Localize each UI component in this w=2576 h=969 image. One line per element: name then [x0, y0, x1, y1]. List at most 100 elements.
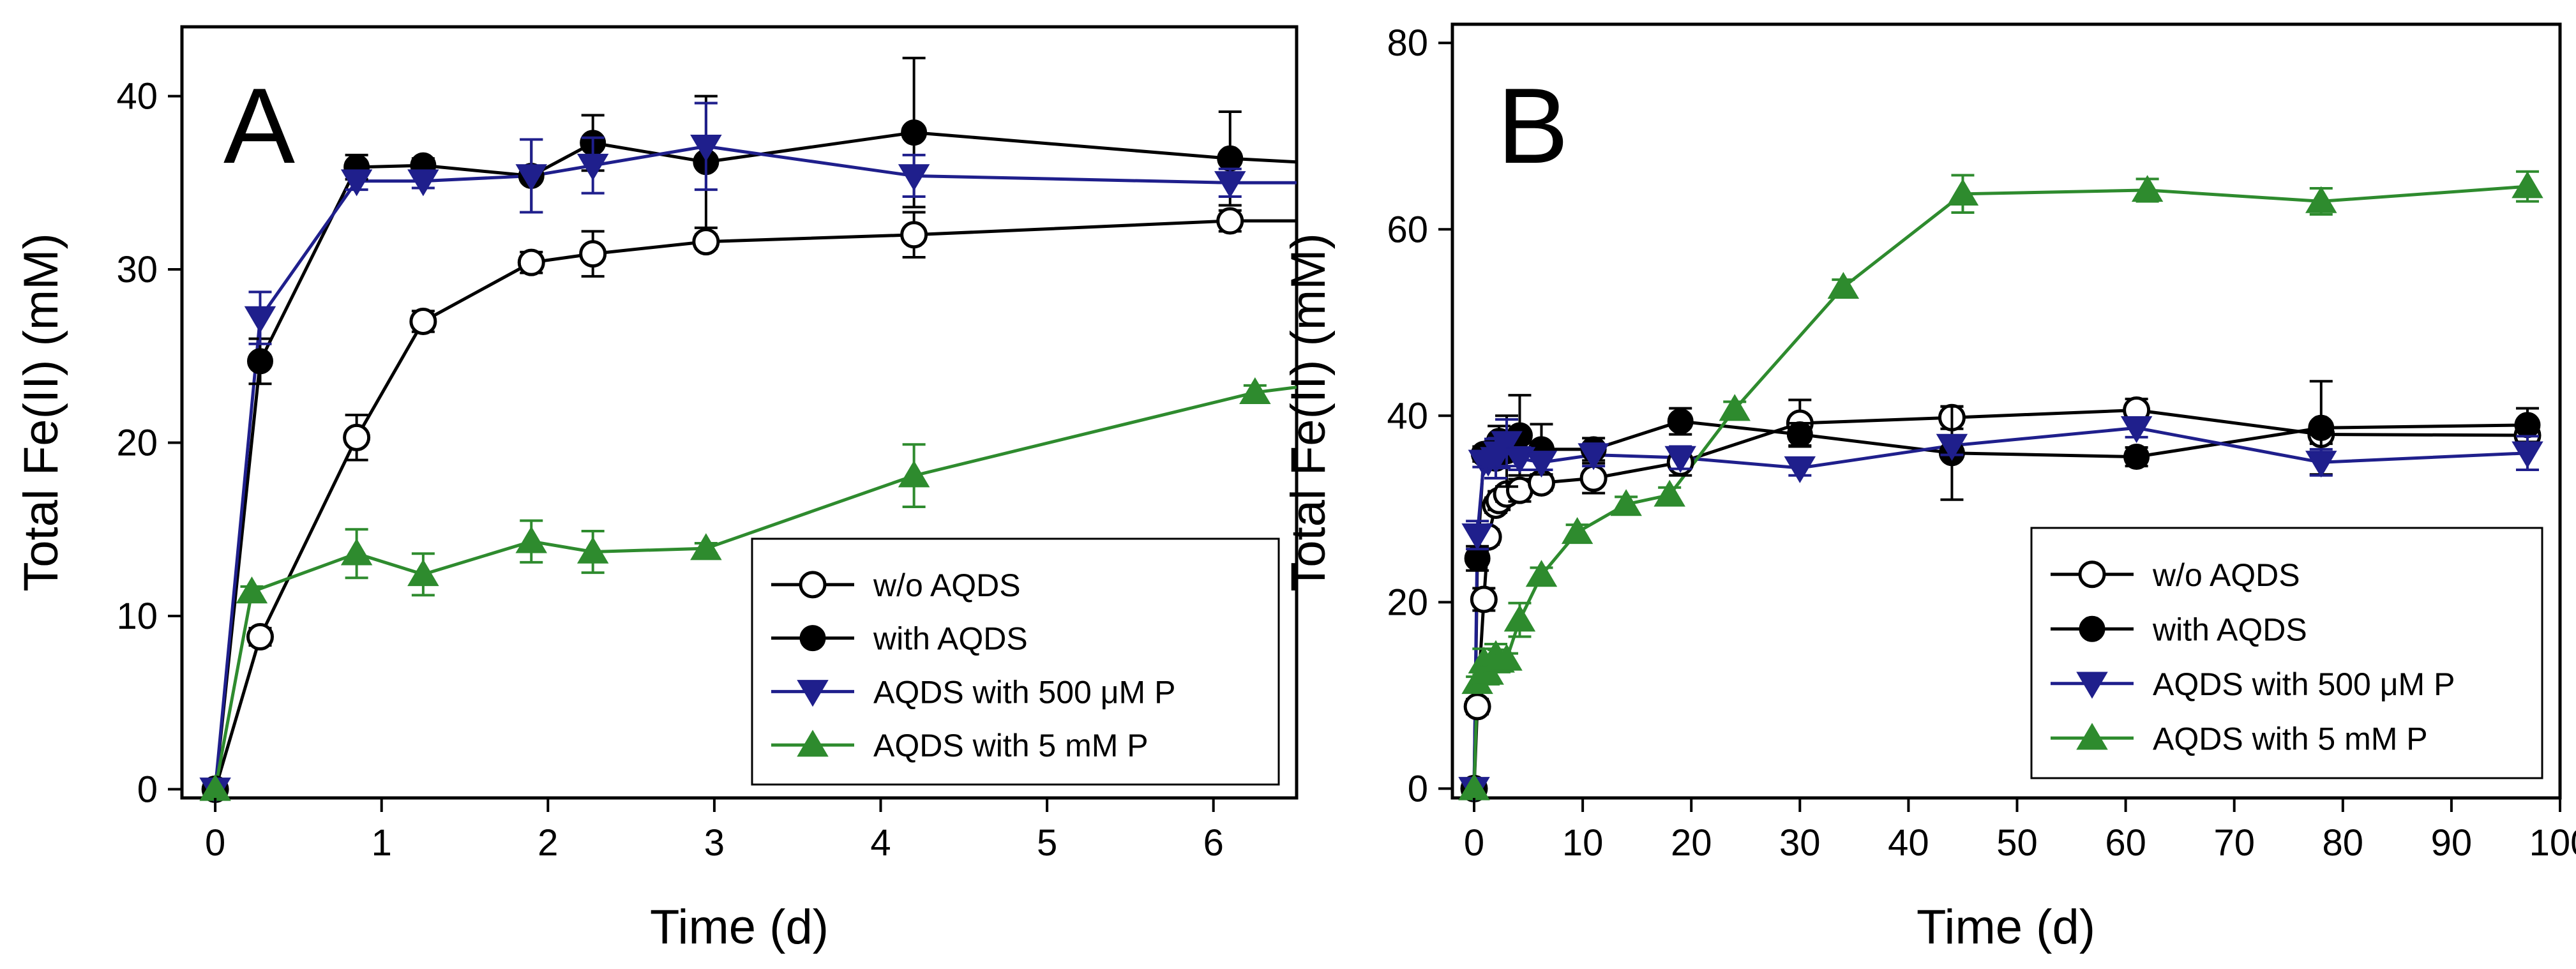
panel-b-letter: B: [1497, 66, 1569, 186]
panel-a-y-tick-label: 0: [137, 769, 158, 810]
panel-a-legend-label: with AQDS: [873, 621, 1028, 657]
data-point: [1653, 479, 1685, 507]
panel-a-legend-marker: [797, 730, 829, 757]
data-point: [1217, 145, 1244, 172]
panel-b-legend-marker: [2079, 615, 2105, 642]
panel-a-legend: w/o AQDS with AQDS AQDS with 500 μM P AQDS …: [751, 537, 1280, 786]
panel-b-x-tick-label: 40: [1888, 822, 1929, 864]
panel-a-y-axis-title: Total Fe(II) (mM): [14, 233, 68, 592]
panel-a-series-aqds-with-5-mm-p: [199, 377, 1271, 801]
panel-a-y-tick-label: 40: [116, 76, 158, 117]
panel-b-x-tick-label: 10: [1562, 822, 1604, 864]
panel-b: 0 10 20 30 40 50 60 70 80 90 100 0 20 40 60 80 B Time (…: [1281, 22, 2576, 954]
panel-a-x-tick-label: 0: [205, 822, 225, 864]
panel-b-x-tick-label: 90: [2431, 822, 2473, 864]
panel-a-x-tick-label: 6: [1203, 822, 1224, 864]
data-point: [690, 135, 722, 162]
panel-b-legend-label: AQDS with 500 μM P: [2153, 666, 2455, 702]
panel-b-series-marks: [1458, 170, 2543, 804]
panel-b-x-tick-label: 50: [1996, 822, 2038, 864]
data-point: [517, 248, 545, 276]
panel-a-x-tick-label: 4: [870, 822, 891, 864]
data-point: [1827, 271, 1860, 299]
panel-a-series-aqds-with-500-m-p: [199, 101, 1246, 805]
panel-b-plot-frame: [1450, 22, 2562, 800]
panel-b-x-tick-label: 60: [2105, 822, 2146, 864]
data-point: [515, 526, 548, 553]
data-point: [1216, 207, 1244, 235]
panel-a-legend-marker: [799, 571, 827, 599]
data-point: [1525, 451, 1558, 478]
data-point: [1239, 377, 1271, 405]
panel-b-legend: w/o AQDS with AQDS AQDS with 500 μM P AQDS …: [2030, 527, 2543, 779]
data-point: [1719, 394, 1751, 421]
data-point: [2120, 416, 2153, 444]
data-point: [690, 533, 722, 560]
panel-b-y-tick-label: 40: [1387, 395, 1428, 437]
panel-a-legend-label: AQDS with 5 mM P: [873, 728, 1149, 763]
panel-a-series-line-w-o-aqds: [213, 219, 1297, 790]
data-point: [1463, 693, 1491, 721]
panel-b-legend-box: [2030, 527, 2543, 779]
panel-b-legend-marker: [2078, 560, 2106, 589]
panel-a-series-marks: [199, 56, 1297, 805]
data-point: [1667, 408, 1694, 435]
panel-a-series-lines: [213, 131, 1297, 790]
data-point: [340, 169, 373, 197]
data-point: [1214, 171, 1246, 199]
panel-a-x-tick-label: 3: [704, 822, 725, 864]
panel-a-x-axis-title: Time (d): [650, 900, 829, 954]
panel-a-x-tick-label: 5: [1037, 822, 1057, 864]
panel-a-series-line-aqds-with-500-m-p: [213, 144, 1297, 790]
data-point: [2123, 444, 2150, 470]
data-point: [343, 423, 371, 451]
data-point: [1470, 585, 1498, 613]
panel-b-legend-label: with AQDS: [2152, 612, 2307, 647]
data-point: [576, 153, 609, 181]
data-point: [236, 576, 268, 604]
panel-a-series-line-aqds-with-5-mm-p: [213, 386, 1297, 790]
data-point: [515, 164, 548, 192]
panel-b-legend-label: w/o AQDS: [2152, 557, 2300, 593]
panel-a-x-tick-label: 1: [372, 822, 392, 864]
data-point: [1503, 605, 1536, 632]
data-point: [900, 221, 928, 249]
panel-b-series-aqds-with-5-mm-p: [1458, 170, 2543, 800]
data-point: [1664, 446, 1696, 473]
data-point: [579, 240, 607, 268]
data-point: [1525, 560, 1558, 587]
panel-a-legend-label: AQDS with 500 μM P: [873, 674, 1175, 710]
panel-b-x-tick-label: 80: [2323, 822, 2364, 864]
data-point: [2305, 186, 2337, 213]
data-point: [1578, 443, 1609, 470]
data-point: [576, 536, 609, 564]
panel-b-y-tick-label: 80: [1387, 22, 1428, 64]
data-point: [692, 228, 720, 256]
panel-b-x-tick-label: 70: [2213, 822, 2255, 864]
panel-b-y-axis-title: Total Fe(II) (mM): [1281, 233, 1336, 592]
data-point: [407, 559, 439, 587]
panel-b-x-axis-title: Time (d): [1917, 900, 2095, 954]
panel-a-y-tick-label: 10: [116, 596, 158, 637]
panel-b-series-aqds-with-500-m-p: [1458, 416, 2543, 804]
panel-b-legend-marker: [2076, 672, 2108, 699]
panel-b-x-tick-label: 30: [1779, 822, 1821, 864]
data-point: [246, 348, 273, 375]
data-point: [2308, 414, 2335, 441]
panel-b-legend-marker: [2076, 723, 2108, 750]
panel-b-legend-label: AQDS with 5 mM P: [2153, 721, 2428, 756]
panel-a-series-line-with-aqds: [213, 131, 1297, 790]
data-point: [1786, 421, 1813, 448]
panel-b-y-tick-label: 0: [1408, 768, 1428, 809]
data-point: [898, 164, 930, 192]
data-point: [898, 460, 930, 488]
data-point: [1936, 433, 1968, 461]
panel-b-y-tick-label: 60: [1387, 209, 1428, 250]
panel-b-axis-ticks: 0 10 20 30 40 50 60 70 80 90 100 0 20 40 60 80: [1387, 22, 2576, 864]
panel-b-y-tick-label: 20: [1387, 582, 1428, 623]
data-point: [1561, 517, 1593, 545]
panel-a-y-tick-label: 20: [116, 423, 158, 464]
panel-b-x-tick-label: 20: [1671, 822, 1712, 864]
data-point: [2305, 451, 2337, 478]
